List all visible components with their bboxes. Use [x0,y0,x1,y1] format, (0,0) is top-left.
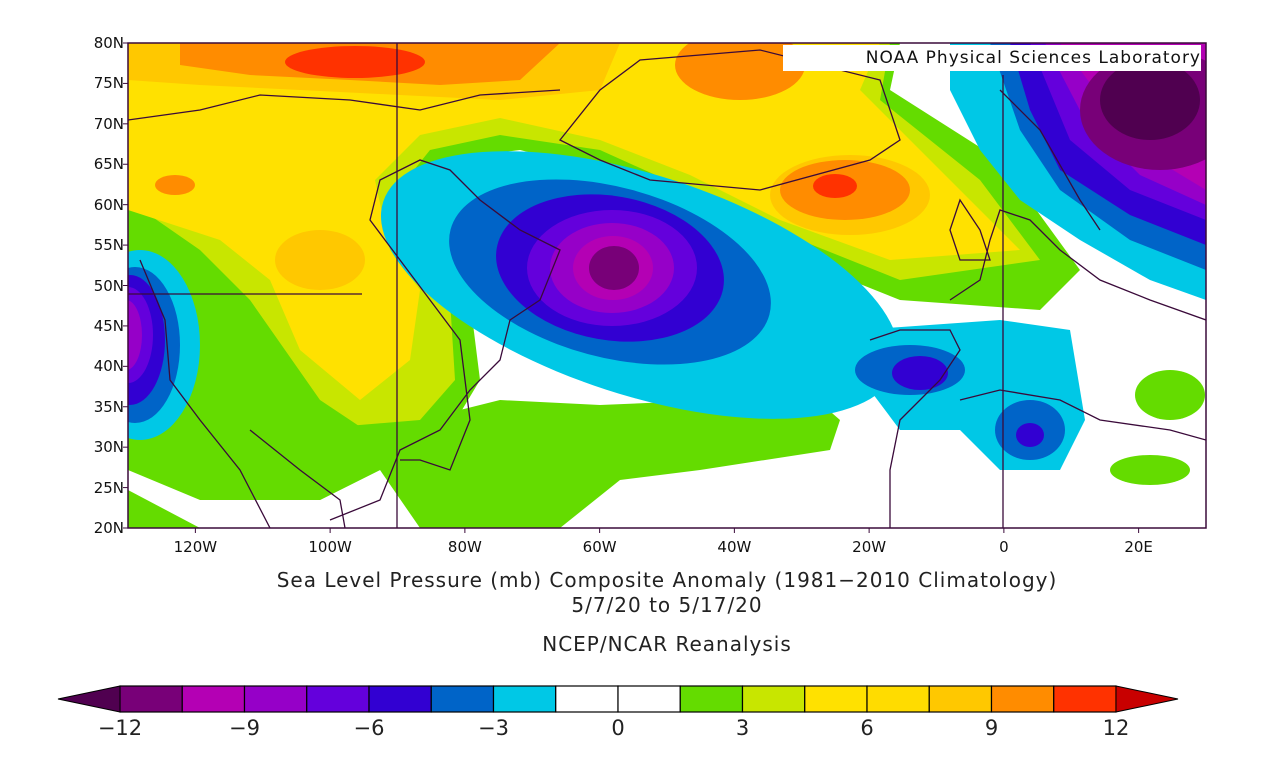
lon-label: 60W [582,538,617,556]
colorbar-swatch [928,685,993,713]
colorbar-swatch [492,685,557,713]
lat-label: 45N [93,316,124,335]
lon-label: 20W [852,538,887,556]
coastlines [128,49,1206,528]
colorbar-swatch [368,685,432,713]
colorbar-label: −12 [97,716,143,740]
colorbar-swatch [617,685,681,713]
lat-label: 35N [93,397,124,416]
lon-label: 40W [717,538,752,556]
colorbar-swatch [804,685,868,713]
colorbar-swatch [990,685,1055,713]
colorbar-label: −3 [478,716,509,740]
colorbar-label: 0 [611,716,625,740]
colorbar-label: −9 [229,716,260,740]
lat-label: 25N [93,478,124,497]
lat-label: 65N [93,155,124,174]
lat-label: 40N [93,357,124,376]
map-title: Sea Level Pressure (mb) Composite Anomal… [276,568,1058,592]
colorbar-label: 6 [860,716,874,740]
lat-label: 20N [93,519,124,537]
colorbar-swatch [1053,685,1117,713]
lat-label: 80N [93,34,124,52]
colorbar-label: 3 [735,716,750,740]
lat-label: 60N [93,195,124,214]
colorbar-swatch [306,685,370,713]
colorbar-swatch [741,685,806,713]
lat-label: 55N [93,236,124,255]
lat-label: 30N [93,438,124,457]
lat-label: 70N [93,114,124,133]
colorbar-label: 12 [1102,716,1130,740]
source-label: NCEP/NCAR Reanalysis [542,632,792,656]
colorbar-swatch [181,685,246,713]
lat-label: 50N [93,276,124,295]
colorbar-swatch [243,685,308,713]
credit-label: NOAA Physical Sciences Laboratory [783,45,1201,71]
colorbar-max-arrow [1115,685,1179,713]
lon-label: 20E [1124,538,1153,556]
lon-label: 80W [447,538,482,556]
colorbar-swatch [679,685,744,713]
colorbar-swatch [555,685,619,713]
lon-label: 100W [308,538,352,556]
contour-fill [128,43,1206,528]
colorbar-label: −6 [353,716,385,740]
colorbar-swatch [866,685,930,713]
date-range: 5/7/20 to 5/17/20 [571,593,763,617]
colorbar-swatch [119,685,183,713]
lon-label: 0 [999,538,1009,556]
colorbar-swatch [430,685,495,713]
colorbar [57,685,1179,713]
colorbar-label: 9 [984,716,999,740]
lon-label: 120W [173,538,218,556]
colorbar-min-arrow [57,685,121,713]
lat-label: 75N [93,74,124,93]
